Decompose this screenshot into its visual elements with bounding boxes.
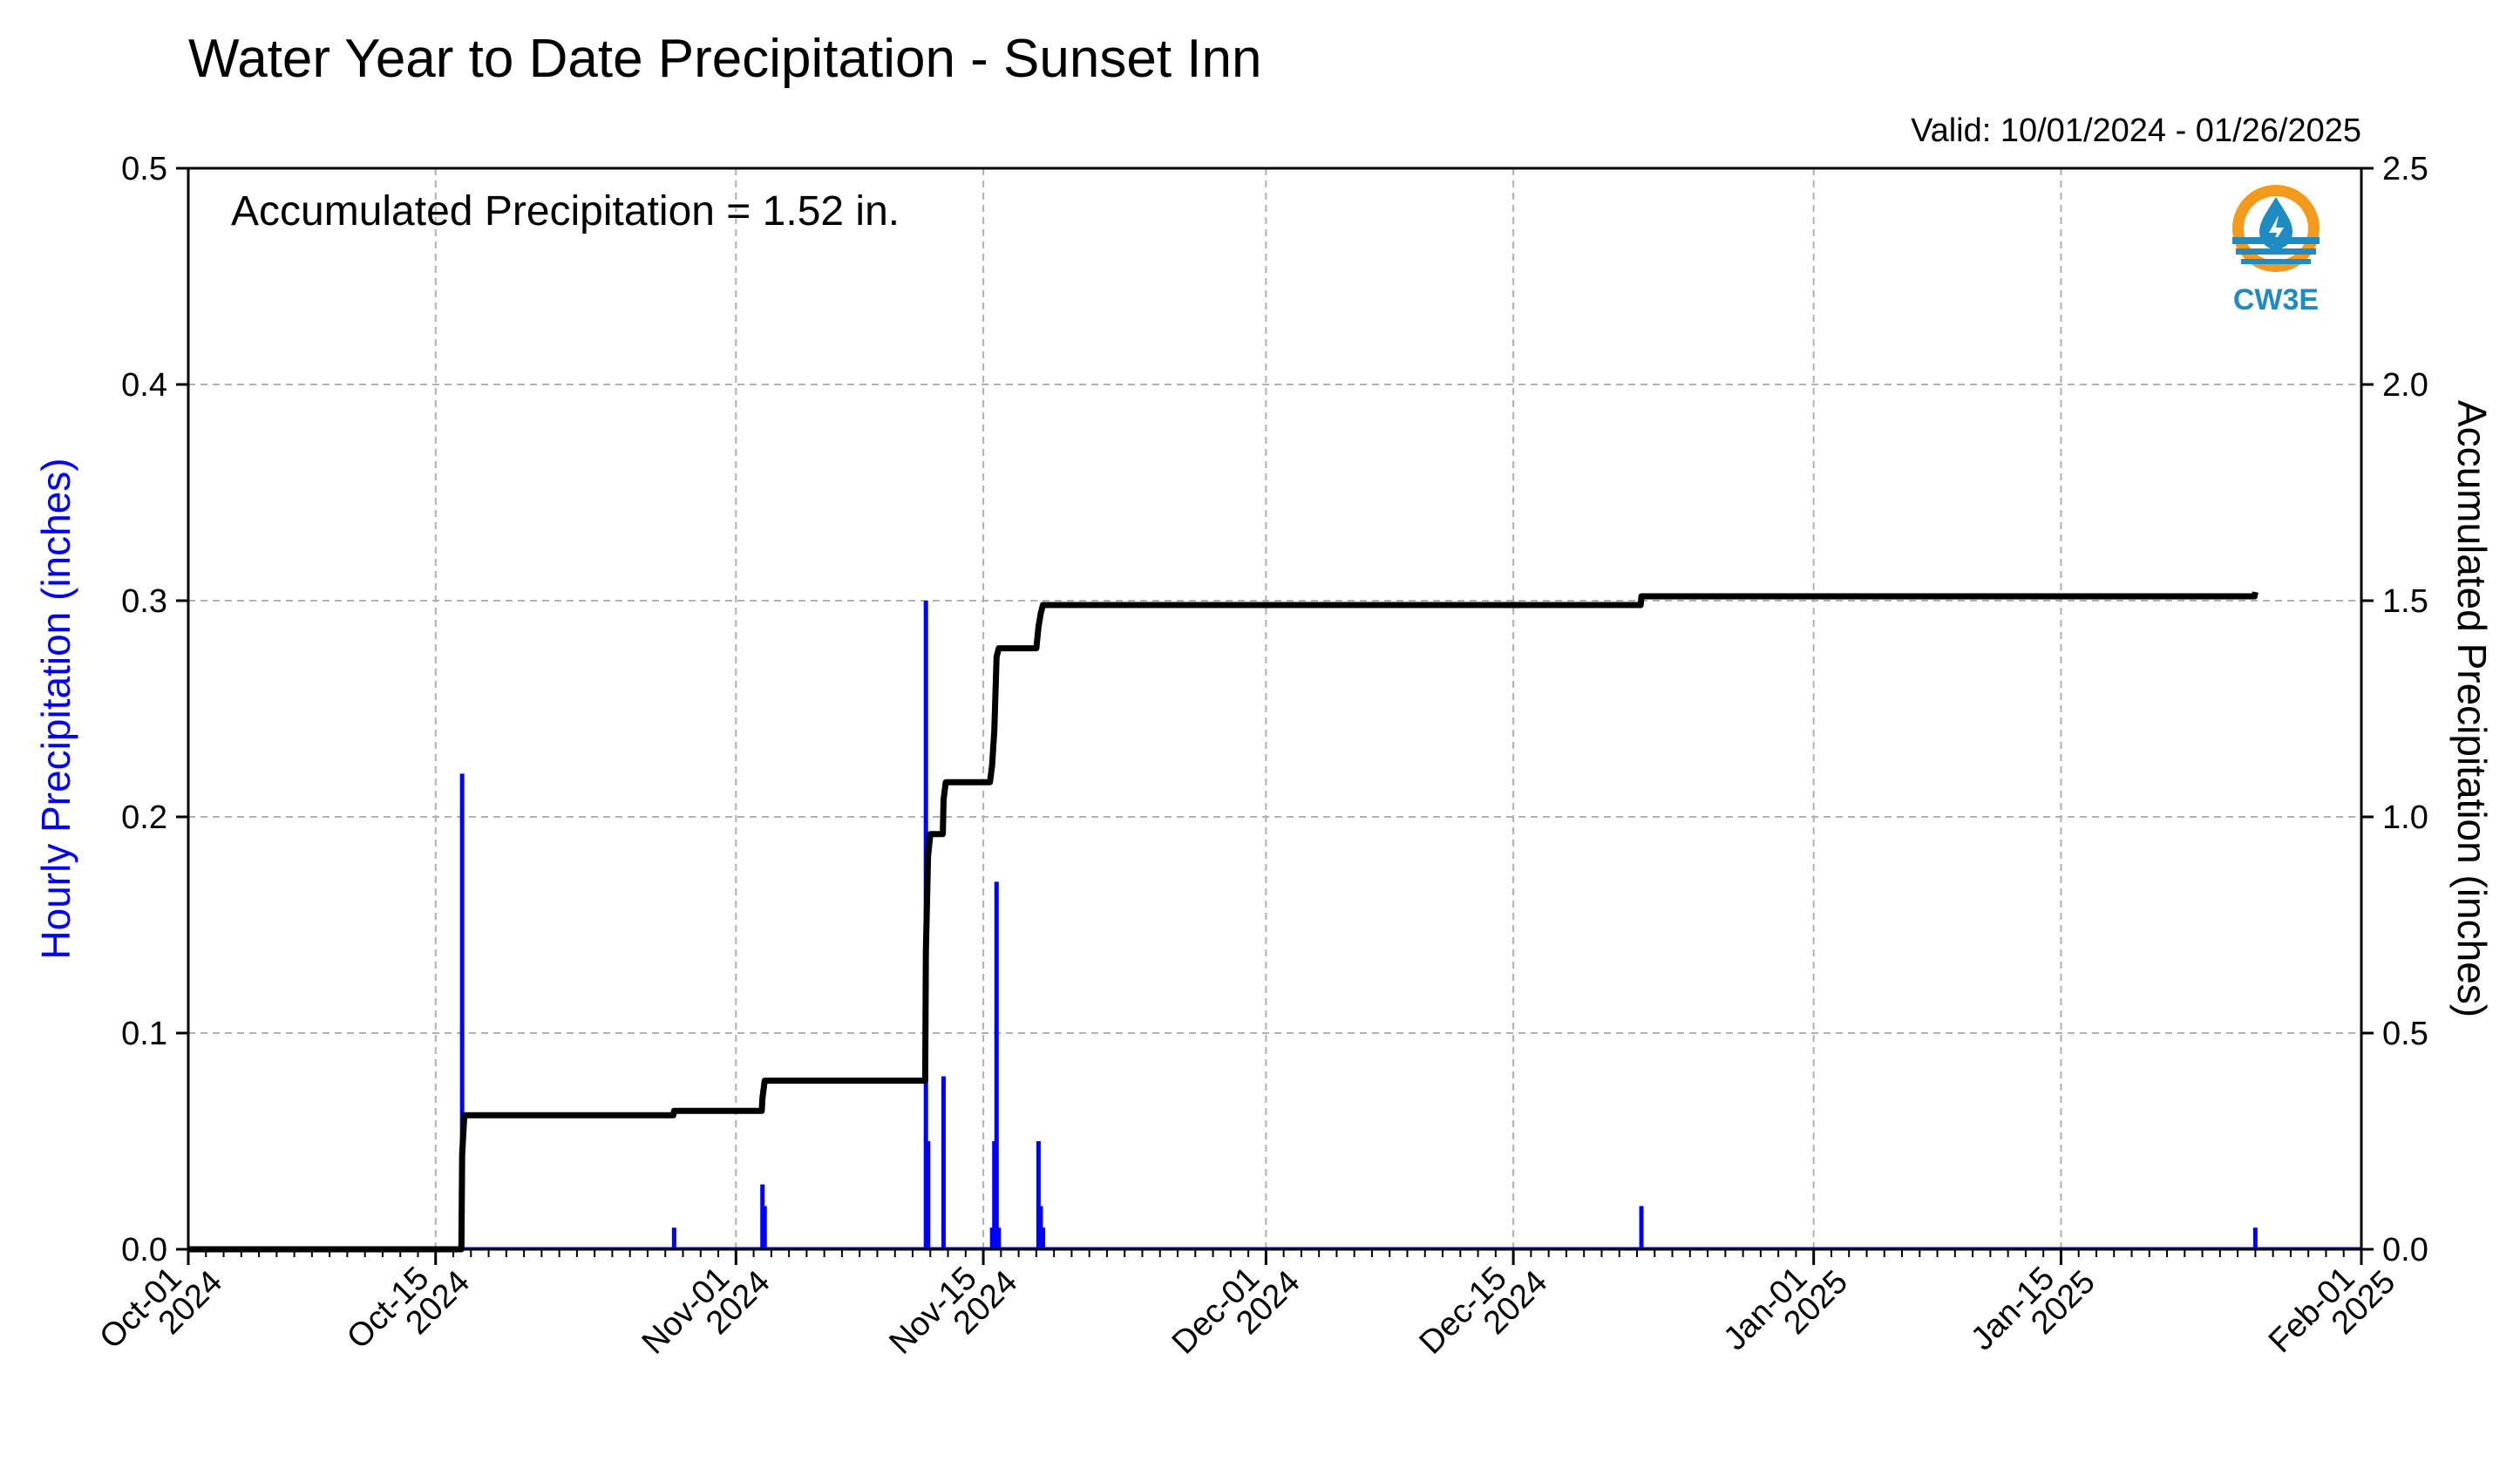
logo-lightning-mark bbox=[2269, 215, 2284, 246]
y2-tick-label: 1.0 bbox=[2382, 799, 2428, 836]
hourly-bar bbox=[996, 1227, 1002, 1249]
valid-date-range: Valid: 10/01/2024 - 01/26/2025 bbox=[1911, 112, 2361, 149]
y-tick-label: 0.2 bbox=[121, 799, 167, 836]
y2-tick-label: 0.5 bbox=[2382, 1016, 2428, 1052]
y-tick-label: 0.0 bbox=[121, 1232, 167, 1268]
accumulated-annotation: Accumulated Precipitation = 1.52 in. bbox=[231, 188, 900, 235]
hourly-bar bbox=[994, 881, 999, 1249]
axes: 0.0 0.1 0.2 0.3 0.4 0.5 0.0 0.5 1.0 1.5 2.0 2.5 Oct-… bbox=[92, 151, 2428, 1362]
hourly-bar bbox=[989, 1227, 995, 1249]
hourly-bar bbox=[1036, 1141, 1041, 1249]
hourly-bar bbox=[1639, 1206, 1644, 1249]
logo-text: CW3E bbox=[2233, 283, 2319, 316]
y2-tick-label: 2.0 bbox=[2382, 367, 2428, 404]
y2-tick-label: 2.5 bbox=[2382, 151, 2428, 187]
hourly-bar bbox=[992, 1141, 997, 1249]
logo-wave-1 bbox=[2232, 237, 2320, 244]
hourly-bar bbox=[941, 1076, 946, 1249]
y-axis-label-right: Accumulated Precipitation (inches) bbox=[2449, 400, 2495, 1017]
hourly-bar bbox=[1040, 1227, 1045, 1249]
logo-wave-3 bbox=[2241, 259, 2311, 264]
hourly-bars bbox=[188, 601, 2361, 1250]
accumulated-line bbox=[188, 591, 2258, 1253]
hourly-bar bbox=[459, 773, 465, 1249]
plot-frame bbox=[187, 167, 2363, 1251]
y-axis-label-left: Hourly Precipitation (inches) bbox=[33, 458, 78, 959]
logo-wave-2 bbox=[2236, 248, 2316, 255]
y-tick-label: 0.3 bbox=[121, 583, 167, 620]
cw3e-logo: CW3E bbox=[2232, 185, 2320, 316]
chart-title: Water Year to Date Precipitation - Sunse… bbox=[188, 29, 1262, 89]
y2-tick-label: 0.0 bbox=[2382, 1232, 2428, 1268]
hourly-bar bbox=[671, 1227, 676, 1249]
hourly-bar bbox=[762, 1206, 767, 1249]
accumulated-line-layer bbox=[188, 591, 2258, 1253]
y2-tick-label: 1.5 bbox=[2382, 583, 2428, 620]
y-tick-label: 0.1 bbox=[121, 1016, 167, 1052]
y-tick-label: 0.5 bbox=[121, 151, 167, 187]
grid-lines bbox=[188, 168, 2361, 1249]
hourly-bar bbox=[1038, 1206, 1043, 1249]
hourly-bar bbox=[760, 1184, 765, 1249]
hourly-bar bbox=[2252, 1227, 2258, 1249]
hourly-bar bbox=[926, 1141, 931, 1249]
y-tick-label: 0.4 bbox=[121, 367, 167, 404]
